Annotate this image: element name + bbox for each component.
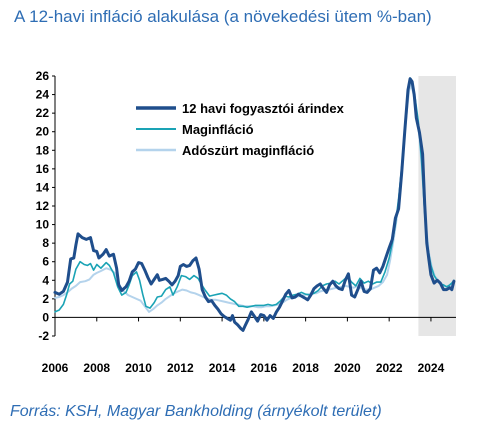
y-tick-label: 10 <box>36 218 50 232</box>
series-lines <box>53 77 456 332</box>
y-tick-label: 8 <box>42 236 49 250</box>
series-line-0 <box>53 77 456 332</box>
y-tick-label: 12 <box>36 199 50 213</box>
y-tick-label: 20 <box>36 125 50 139</box>
y-tick-label: 2 <box>42 292 49 306</box>
x-tick-label: 2016 <box>251 361 278 375</box>
y-tick-label: 0 <box>42 310 49 324</box>
x-tick-label: 2006 <box>42 361 69 375</box>
legend-label-1: Maginfláció <box>182 122 254 137</box>
x-tick-label: 2010 <box>125 361 152 375</box>
y-tick-label: 24 <box>36 88 50 102</box>
legend-label-0: 12 havi fogyasztói árindex <box>182 101 345 116</box>
x-tick-label: 2022 <box>376 361 403 375</box>
source-note: Forrás: KSH, Magyar Bankholding (árnyéko… <box>10 403 382 420</box>
y-tick-label: 26 <box>36 69 50 83</box>
x-tick-label: 2018 <box>292 361 319 375</box>
x-tick-label: 2014 <box>209 361 236 375</box>
y-tick-label: 18 <box>36 143 50 157</box>
x-tick-label: 2012 <box>167 361 194 375</box>
y-tick-label: 16 <box>36 162 50 176</box>
y-tick-label: 4 <box>42 273 49 287</box>
legend-label-2: Adószürt maginfláció <box>182 143 314 158</box>
x-tick-label: 2008 <box>83 361 110 375</box>
y-tick-label: 6 <box>42 255 49 269</box>
chart-legend: 12 havi fogyasztói árindex Maginfláció Adó… <box>136 101 345 158</box>
y-tick-label: 22 <box>36 106 50 120</box>
x-tick-label: 2024 <box>418 361 445 375</box>
x-tick-label: 2020 <box>334 361 361 375</box>
y-tick-label: 14 <box>36 180 50 194</box>
chart-title: A 12-havi infláció alakulása (a növekedé… <box>14 7 432 26</box>
y-tick-label: -2 <box>38 329 49 343</box>
